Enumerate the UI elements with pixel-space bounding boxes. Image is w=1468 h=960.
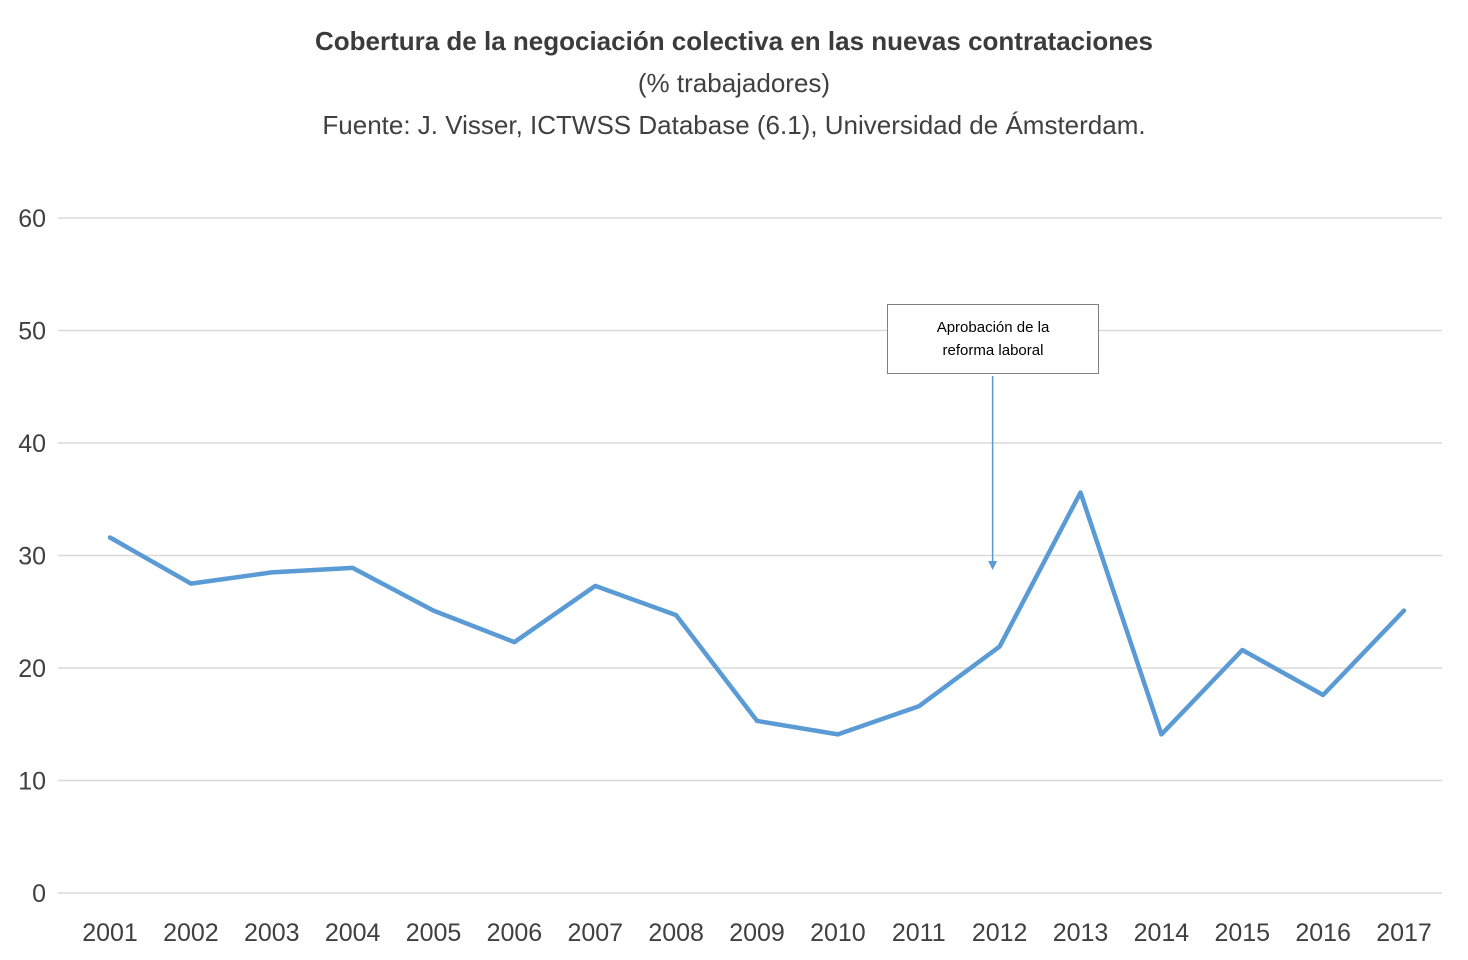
x-tick-label-2014: 2014: [1134, 919, 1190, 947]
chart-subtitle: (% trabajadores): [637, 68, 831, 98]
gridlines: [58, 217, 1442, 894]
x-tick-label-2017: 2017: [1376, 919, 1432, 947]
x-tick-label-2012: 2012: [972, 919, 1028, 947]
annotation-callout: Aprobación de la reforma laboral: [887, 304, 1099, 374]
x-tick-label-2013: 2013: [1053, 919, 1109, 947]
x-tick-label-2004: 2004: [325, 919, 381, 947]
y-tick-label-0: 0: [32, 880, 46, 908]
y-tick-label-20: 20: [18, 655, 46, 683]
x-axis-labels: 2001 2002 2003 2004 2005 2006 2007 2008 2009 2010…: [82, 919, 1432, 947]
x-tick-label-2015: 2015: [1214, 919, 1270, 947]
y-axis-labels: 0 10 20 30 40 50 60: [18, 205, 46, 908]
data-series: [107, 490, 1407, 737]
x-tick-label-2008: 2008: [648, 919, 704, 947]
annotation-text-line2: reforma laboral: [942, 342, 1044, 359]
y-tick-label-60: 60: [18, 205, 46, 233]
annotation-text-line1: Aprobación de la: [936, 319, 1050, 336]
x-tick-label-2006: 2006: [487, 919, 543, 947]
x-tick-label-2001: 2001: [82, 919, 138, 947]
x-tick-label-2016: 2016: [1295, 919, 1351, 947]
y-tick-label-10: 10: [18, 768, 46, 796]
y-tick-label-50: 50: [18, 318, 46, 346]
series-line-0: [107, 490, 1407, 737]
chart-header: Cobertura de la negociación colectiva en…: [0, 20, 1468, 146]
x-tick-label-2002: 2002: [163, 919, 219, 947]
x-tick-label-2011: 2011: [892, 919, 946, 947]
y-tick-label-40: 40: [18, 430, 46, 458]
x-tick-label-2007: 2007: [567, 919, 623, 947]
x-tick-label-2009: 2009: [729, 919, 785, 947]
x-tick-label-2005: 2005: [406, 919, 462, 947]
x-tick-label-2010: 2010: [810, 919, 866, 947]
chart-title: Cobertura de la negociación colectiva en…: [314, 26, 1154, 56]
y-tick-label-30: 30: [18, 543, 46, 571]
x-tick-label-2003: 2003: [244, 919, 300, 947]
chart-source: Fuente: J. Visser, ICTWSS Database (6.1)…: [322, 110, 1146, 140]
